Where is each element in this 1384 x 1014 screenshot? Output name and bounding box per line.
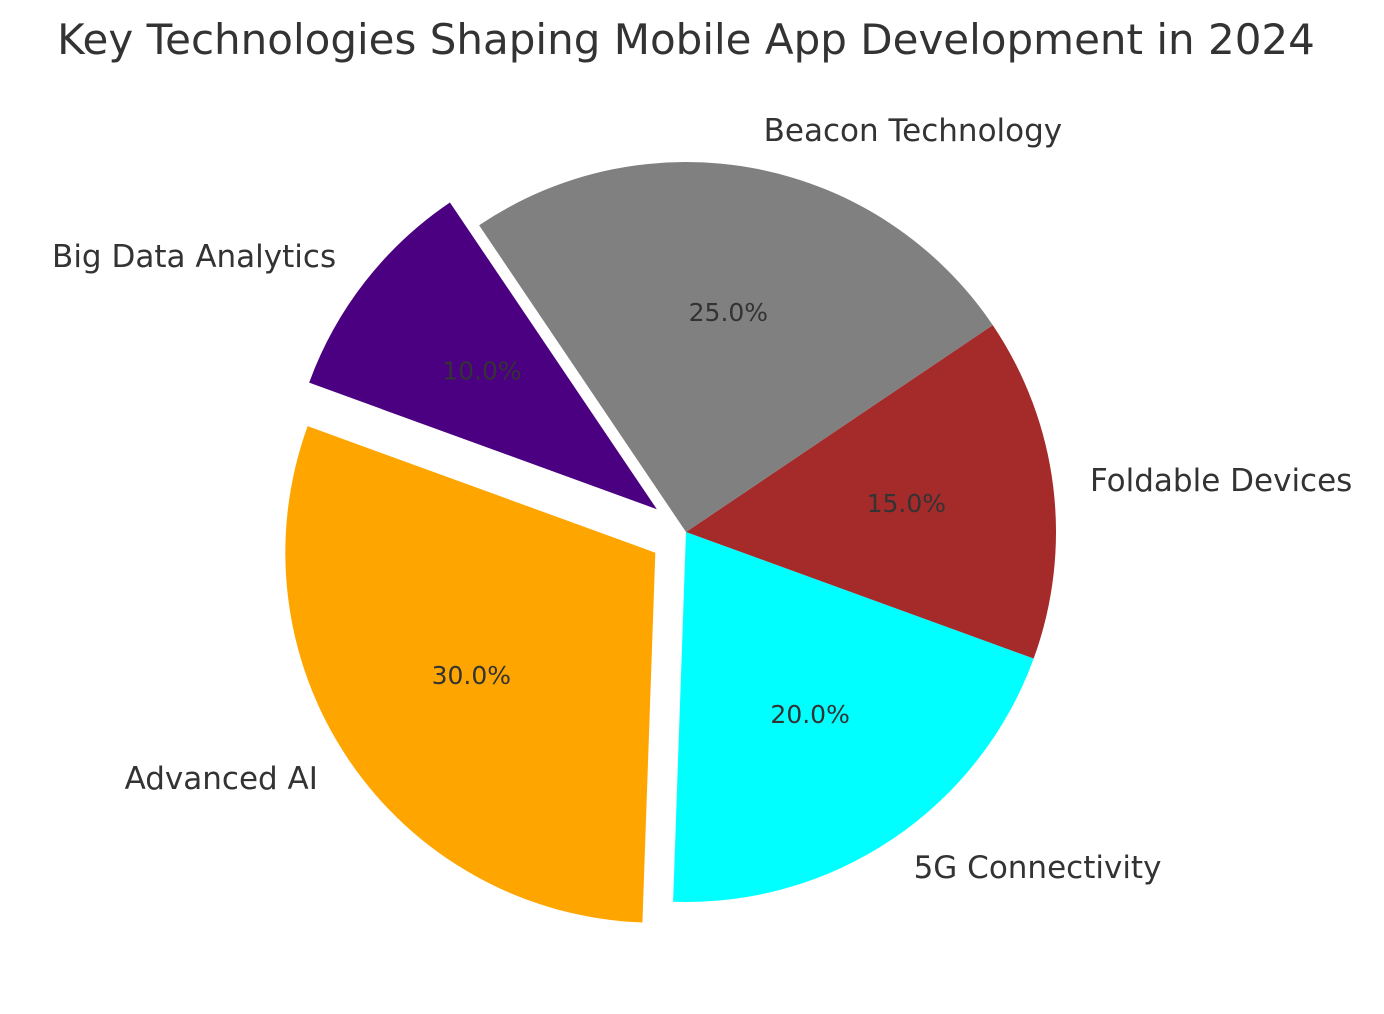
- pct-label-foldable-devices: 15.0%: [867, 489, 946, 518]
- pie-slices: [285, 162, 1056, 923]
- slice-label-beacon-technology: Beacon Technology: [764, 113, 1062, 149]
- pie-labels: 30.0% Advanced AI 20.0% 5G Connectivity 15.0…: [52, 113, 1352, 886]
- chart-title: Key Technologies Shaping Mobile App Deve…: [57, 15, 1315, 64]
- pie-slice-advanced-ai: [285, 426, 656, 923]
- slice-label-foldable-devices: Foldable Devices: [1090, 463, 1352, 499]
- pie-slice-beacon-technology: [479, 162, 993, 533]
- pct-label-5g-connectivity: 20.0%: [770, 700, 849, 729]
- slice-label-advanced-ai: Advanced AI: [125, 761, 318, 797]
- pie-slice-big-data-analytics: [309, 202, 657, 510]
- pie-slice-5g-connectivity: [673, 532, 1034, 902]
- slice-label-5g-connectivity: 5G Connectivity: [914, 850, 1162, 886]
- slice-label-big-data-analytics: Big Data Analytics: [52, 239, 336, 275]
- pct-label-advanced-ai: 30.0%: [432, 661, 511, 690]
- pct-label-big-data-analytics: 10.0%: [442, 357, 521, 386]
- pie-slice-foldable-devices: [686, 325, 1056, 659]
- pct-label-beacon-technology: 25.0%: [689, 298, 768, 327]
